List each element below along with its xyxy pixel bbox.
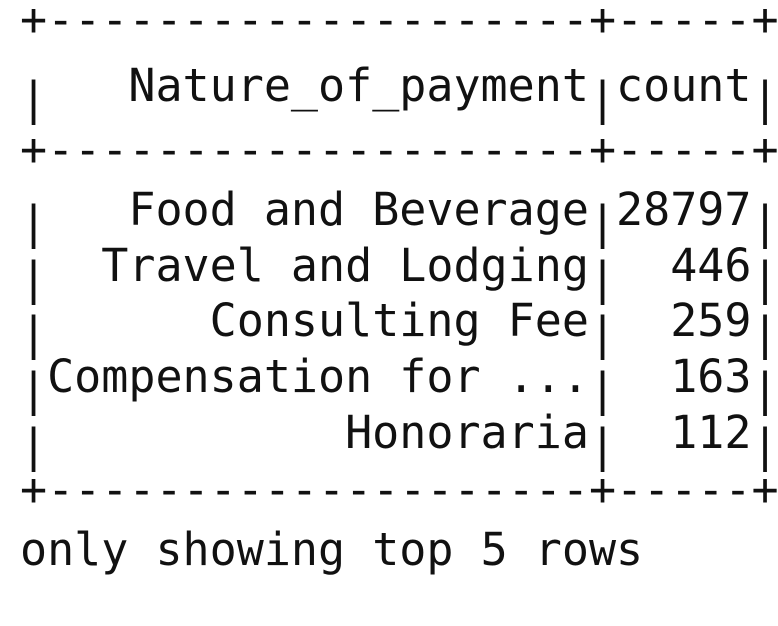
cell-label: Travel and Lodging: [101, 239, 589, 292]
cell-count: 163: [670, 350, 752, 403]
data-row: |Compensation for ...| 163|: [20, 350, 778, 416]
data-row: | Travel and Lodging| 446|: [20, 239, 778, 305]
cell-count: count: [616, 59, 752, 112]
cell-label: Food and Beverage: [128, 183, 589, 236]
cell-count: 28797: [616, 183, 752, 236]
cell-count: 259: [670, 294, 752, 347]
data-row: | Honoraria| 112|: [20, 406, 778, 472]
table-border: +--------------------+-----+: [20, 123, 778, 176]
table-border: +--------------------+-----+: [20, 463, 778, 516]
data-row: | Food and Beverage|28797|: [20, 183, 778, 249]
cell-label: Nature_of_payment: [128, 59, 589, 112]
cell-count: 446: [670, 239, 752, 292]
cell-count: 112: [670, 406, 752, 459]
cell-label: Consulting Fee: [209, 294, 589, 347]
cell-label: Honoraria: [345, 406, 589, 459]
header-row: | Nature_of_payment|count|: [20, 59, 778, 125]
data-row: | Consulting Fee| 259|: [20, 294, 778, 360]
table-border: +--------------------+-----+: [20, 0, 778, 46]
footer-text: only showing top 5 rows: [20, 523, 644, 576]
cell-label: Compensation for ...: [47, 350, 589, 403]
